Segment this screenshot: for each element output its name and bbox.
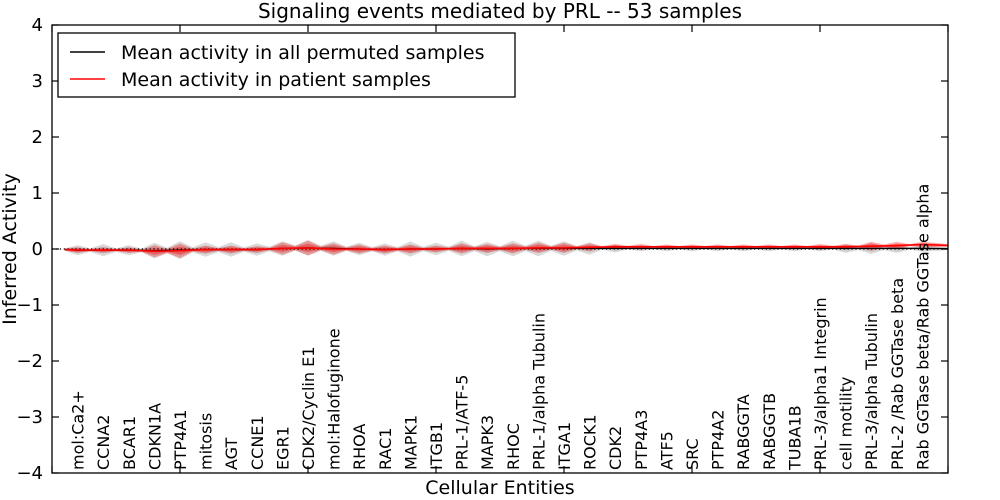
x-category-label: BCAR1	[120, 416, 139, 470]
x-category-label: RAC1	[376, 428, 395, 470]
x-category-label: cell motility	[837, 377, 856, 470]
y-tick-label: 4	[32, 15, 43, 36]
x-category-label: CDK2	[606, 426, 625, 470]
axes-frame	[51, 24, 949, 474]
x-category-label: ITGB1	[427, 422, 446, 470]
legend: Mean activity in all permuted samples Me…	[57, 32, 516, 98]
y-axis-label: Inferred Activity	[0, 173, 21, 325]
x-category-label: PTP4A3	[632, 410, 651, 470]
y-tick-label: −3	[16, 407, 43, 428]
x-category-label: PRL-3/alpha Tubulin	[862, 313, 881, 470]
chart-title: Signaling events mediated by PRL -- 53 s…	[258, 0, 742, 23]
x-category-label: RHOC	[504, 423, 523, 470]
x-category-label: mol:Ca2+	[69, 390, 88, 470]
y-tick-label: 2	[32, 127, 43, 148]
x-axis-label: Cellular Entities	[425, 477, 574, 499]
x-category-label: CDKN1A	[145, 403, 164, 470]
x-category-label: EGR1	[273, 426, 292, 470]
legend-label-patient: Mean activity in patient samples	[121, 69, 431, 91]
y-tick-label: −1	[16, 295, 43, 316]
permuted-band-outer	[64, 240, 949, 260]
x-category-label: PRL-2 /Rab GGTase beta	[888, 278, 907, 470]
x-category-label: ITGA1	[555, 422, 574, 470]
x-category-label: RABGGTB	[760, 393, 779, 470]
x-category-label: TUBA1B	[785, 405, 804, 471]
x-category-label: mitosis	[197, 413, 216, 470]
x-category-labels: mol:Ca2+ CCNA2 BCAR1 CDKN1A PTP4A1 mitosis AGT…	[69, 184, 933, 471]
y-tick-label: 3	[32, 71, 43, 92]
x-category-label: Rab GGTase beta/Rab GGTase alpha	[913, 184, 932, 470]
series-mean-lines	[64, 243, 949, 253]
x-category-label: PTP4A1	[171, 410, 190, 470]
x-category-label: RABGGTA	[734, 394, 753, 470]
x-category-label: PRL-3/alpha1 Integrin	[811, 297, 830, 470]
patient-mean-line	[64, 243, 949, 253]
legend-label-permuted: Mean activity in all permuted samples	[121, 42, 484, 64]
y-tick-label: −4	[16, 463, 43, 484]
x-category-label: ATF5	[657, 431, 676, 470]
x-category-label: CDK2/Cyclin E1	[299, 347, 318, 470]
x-category-label: CCNE1	[248, 415, 267, 470]
x-category-label: SRC	[683, 438, 702, 470]
y-tick-label: 1	[32, 183, 43, 204]
patient-band-outer	[64, 240, 949, 258]
x-category-label: PTP4A2	[709, 410, 728, 470]
y-tick-label: −2	[16, 351, 43, 372]
x-category-label: ROCK1	[581, 414, 600, 470]
y-tick-labels: 4 3 2 1 0 −1 −2 −3 −4	[16, 15, 43, 484]
x-category-label: AGT	[222, 438, 241, 470]
y-tick-label: 0	[32, 239, 43, 260]
permuted-band-inner	[64, 243, 949, 255]
legend-box	[57, 32, 516, 98]
x-category-label: CCNA2	[94, 415, 113, 470]
x-category-label: RHOA	[350, 424, 369, 470]
x-category-label: MAPK3	[478, 415, 497, 470]
x-category-label: PRL-1/ATF-5	[453, 375, 472, 470]
x-category-label: MAPK1	[401, 415, 420, 470]
x-category-label: mol:Halofuginone	[325, 328, 344, 470]
x-category-label: PRL-1/alpha Tubulin	[529, 313, 548, 470]
